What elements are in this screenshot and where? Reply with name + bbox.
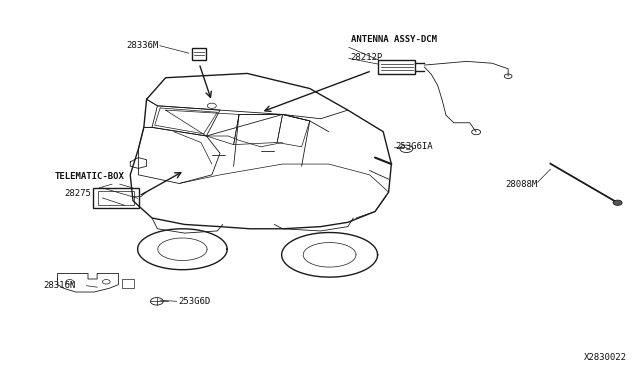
- Circle shape: [613, 200, 622, 205]
- Bar: [98, 191, 134, 205]
- Text: ANTENNA ASSY-DCM: ANTENNA ASSY-DCM: [351, 35, 436, 44]
- Text: 28316N: 28316N: [44, 281, 76, 290]
- Bar: [378, 60, 415, 74]
- Text: X2830022: X2830022: [584, 353, 627, 362]
- Text: 28275: 28275: [64, 189, 91, 198]
- Text: 28336M: 28336M: [127, 41, 159, 50]
- Text: 253G6IA: 253G6IA: [396, 142, 433, 151]
- Bar: [122, 279, 134, 288]
- Text: 28088M: 28088M: [506, 180, 538, 189]
- Text: 253G6D: 253G6D: [178, 297, 210, 306]
- Text: TELEMATIC-BOX: TELEMATIC-BOX: [54, 172, 124, 181]
- Bar: [192, 48, 206, 60]
- Bar: [93, 188, 139, 208]
- Text: 28212P: 28212P: [351, 53, 383, 62]
